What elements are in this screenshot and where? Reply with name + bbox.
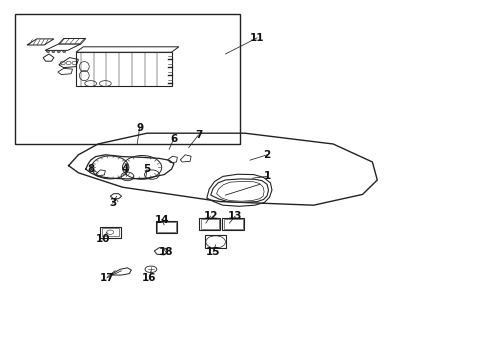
Bar [102,228,119,236]
Text: 12: 12 [203,211,218,221]
Bar [201,219,219,229]
Bar [100,227,121,238]
Ellipse shape [47,50,49,53]
Text: 8: 8 [87,164,94,174]
Text: 15: 15 [206,247,220,257]
Polygon shape [211,179,269,202]
Text: 4: 4 [121,164,129,174]
Ellipse shape [57,50,60,53]
Text: 14: 14 [154,215,169,225]
Text: 18: 18 [158,247,173,257]
Text: 11: 11 [250,33,265,43]
Text: 16: 16 [142,273,157,283]
Text: 13: 13 [228,211,243,221]
Bar [205,235,226,248]
Bar [157,222,176,232]
Bar [156,221,177,233]
Text: 7: 7 [195,130,202,140]
Text: 17: 17 [99,273,114,283]
Bar [222,218,244,230]
Text: 3: 3 [109,198,116,208]
Text: 9: 9 [136,123,143,133]
Polygon shape [59,39,86,44]
Polygon shape [45,44,81,50]
Text: 10: 10 [96,234,110,244]
Text: 6: 6 [171,134,177,144]
Bar [199,218,220,230]
Polygon shape [76,47,179,52]
Ellipse shape [52,50,55,53]
Text: 5: 5 [144,164,150,174]
Text: 2: 2 [264,150,270,160]
Bar [224,219,243,229]
Bar [76,52,172,86]
Ellipse shape [63,50,66,53]
Bar [15,14,240,144]
Text: 1: 1 [264,171,270,181]
